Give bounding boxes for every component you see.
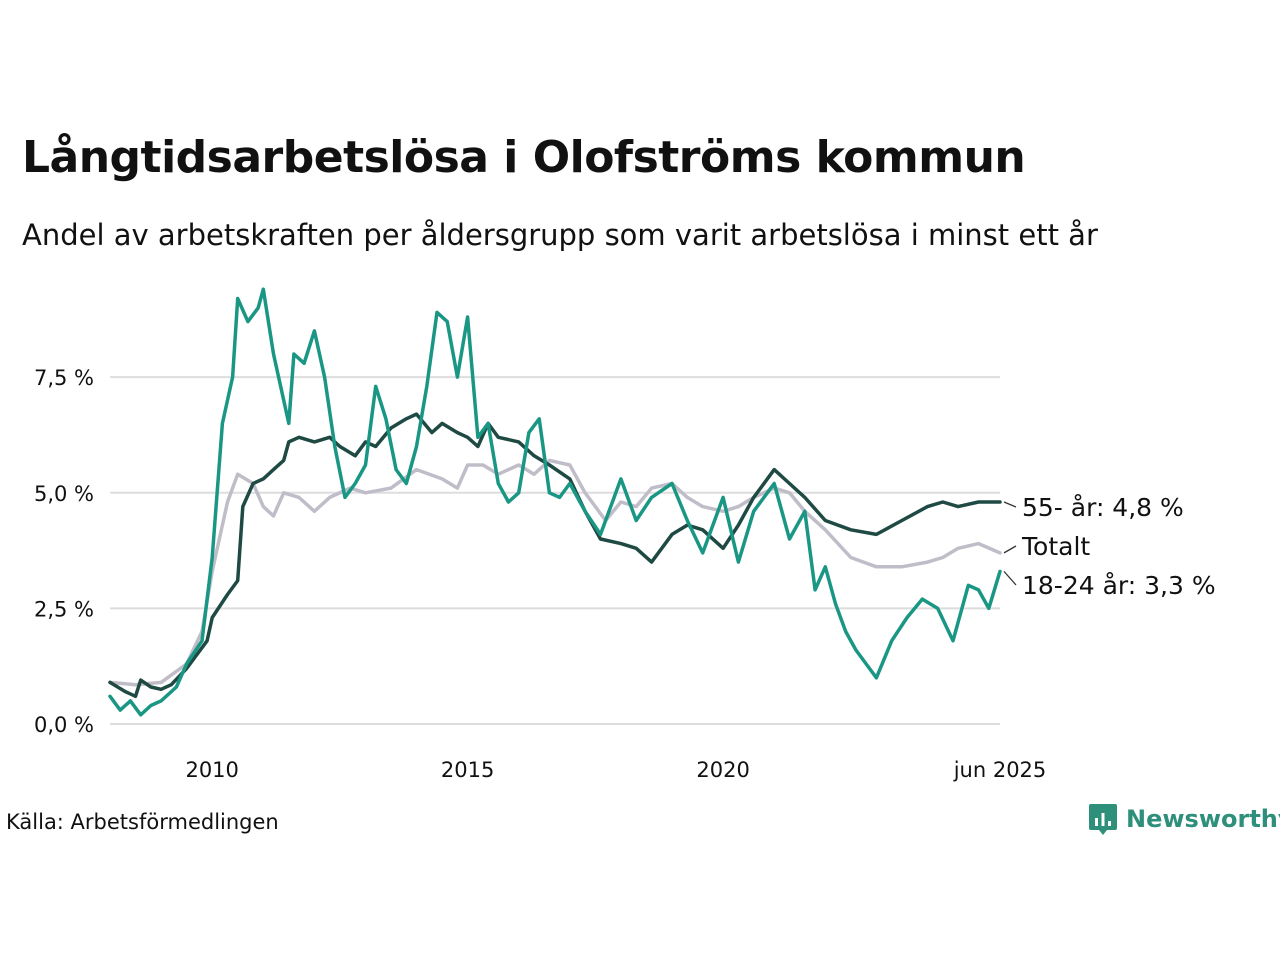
- chart-title: Långtidsarbetslösa i Olofströms kommun: [22, 132, 1026, 183]
- label-leader-total: [1003, 545, 1017, 554]
- label-leader-old: [1003, 501, 1017, 508]
- brand-name: Newsworthy: [1126, 805, 1280, 833]
- series-label-total: Totalt: [1021, 532, 1090, 561]
- newsworthy-logo: Newsworthy: [1088, 802, 1280, 836]
- x-tick-label: jun 2025: [953, 758, 1047, 782]
- series-label-old: 55- år: 4,8 %: [1022, 493, 1184, 522]
- series-line-old: [108, 412, 1002, 699]
- series-label-young: 18-24 år: 3,3 %: [1022, 571, 1216, 600]
- series-line-total: [108, 458, 1002, 687]
- newsworthy-icon: [1089, 804, 1117, 835]
- y-tick-label: 7,5 %: [34, 366, 94, 390]
- x-tick-label: 2020: [696, 758, 749, 782]
- series-line-young: [108, 287, 1002, 717]
- label-leader-young: [1003, 570, 1017, 586]
- chart-subtitle: Andel av arbetskraften per åldersgrupp s…: [22, 218, 1098, 252]
- x-tick-label: 2015: [441, 758, 494, 782]
- source-note: Källa: Arbetsförmedlingen: [6, 810, 279, 834]
- y-tick-label: 2,5 %: [34, 597, 94, 621]
- x-tick-label: 2010: [185, 758, 238, 782]
- y-tick-label: 0,0 %: [34, 713, 94, 737]
- y-tick-label: 5,0 %: [34, 482, 94, 506]
